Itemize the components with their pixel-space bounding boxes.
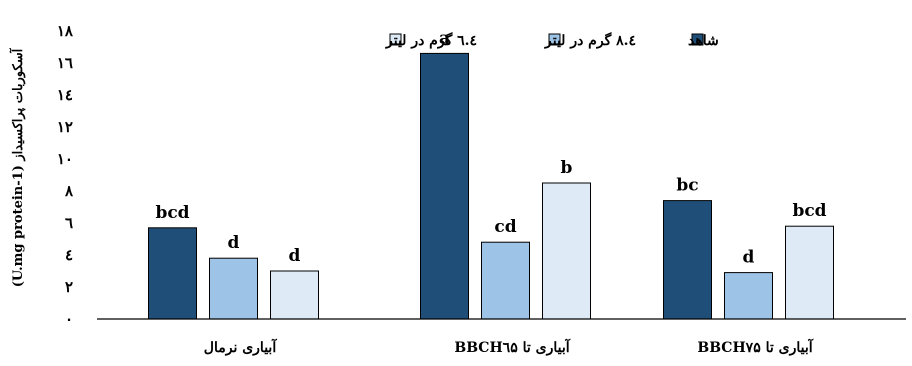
bar — [209, 257, 258, 320]
data-label: d — [743, 248, 755, 268]
x-tick-label: آبیاری نرمال — [204, 338, 278, 356]
bar — [270, 270, 319, 320]
bar — [542, 182, 591, 320]
legend-swatch — [691, 33, 704, 46]
legend-swatch — [389, 33, 402, 46]
legend-label: ٦.٤ گرم در لیتر — [385, 32, 477, 49]
y-tick-label: ٦ — [65, 214, 73, 232]
y-axis-label: آسکوربات پراکسیداز (U.mg protein-1) — [9, 47, 26, 287]
y-tick-label: ۲ — [65, 278, 73, 296]
y-tick-label: ۸ — [64, 182, 74, 200]
y-tick-label: ۱٤ — [57, 86, 73, 104]
bar — [724, 272, 773, 320]
legend: شاهد ٤.۸ گرم در لیتر ٦.٤ گرم در لیتر — [385, 32, 719, 49]
x-tick-label: آبیاری تا BBCH۷۵ — [697, 338, 813, 356]
y-tick-label: ۰ — [65, 310, 73, 328]
y-tick-label: ۱٦ — [57, 54, 73, 72]
data-label: d — [289, 246, 301, 266]
bar — [148, 227, 197, 320]
y-tick-label: ۱۰ — [57, 150, 73, 168]
bar — [420, 52, 469, 320]
bar — [481, 241, 530, 320]
legend-label: شاهد — [688, 33, 719, 49]
x-tick-label: آبیاری تا BBCH٦۵ — [454, 338, 570, 356]
y-tick-label: ۱۸ — [57, 22, 74, 40]
bar — [663, 200, 712, 320]
y-tick-label: ۱۲ — [57, 118, 73, 136]
data-label: a — [439, 28, 450, 48]
data-label: bc — [676, 176, 698, 196]
legend-label: ٤.۸ گرم در لیتر — [544, 32, 636, 49]
bar — [785, 225, 834, 320]
data-label: bcd — [792, 201, 826, 221]
x-axis: آبیاری نرمال آبیاری تا BBCH٦۵ آبیاری تا BB… — [97, 318, 906, 356]
legend-swatch — [548, 33, 561, 46]
data-label: cd — [494, 217, 516, 237]
data-label: b — [561, 158, 573, 178]
y-axis: ۰ ۲ ٤ ٦ ۸ ۱۰ ۱۲ ۱٤ ۱٦ ۱۸ — [57, 22, 74, 328]
data-label: d — [228, 233, 240, 253]
data-label: bcd — [155, 203, 189, 223]
y-tick-label: ٤ — [65, 246, 73, 264]
bars — [148, 52, 834, 320]
